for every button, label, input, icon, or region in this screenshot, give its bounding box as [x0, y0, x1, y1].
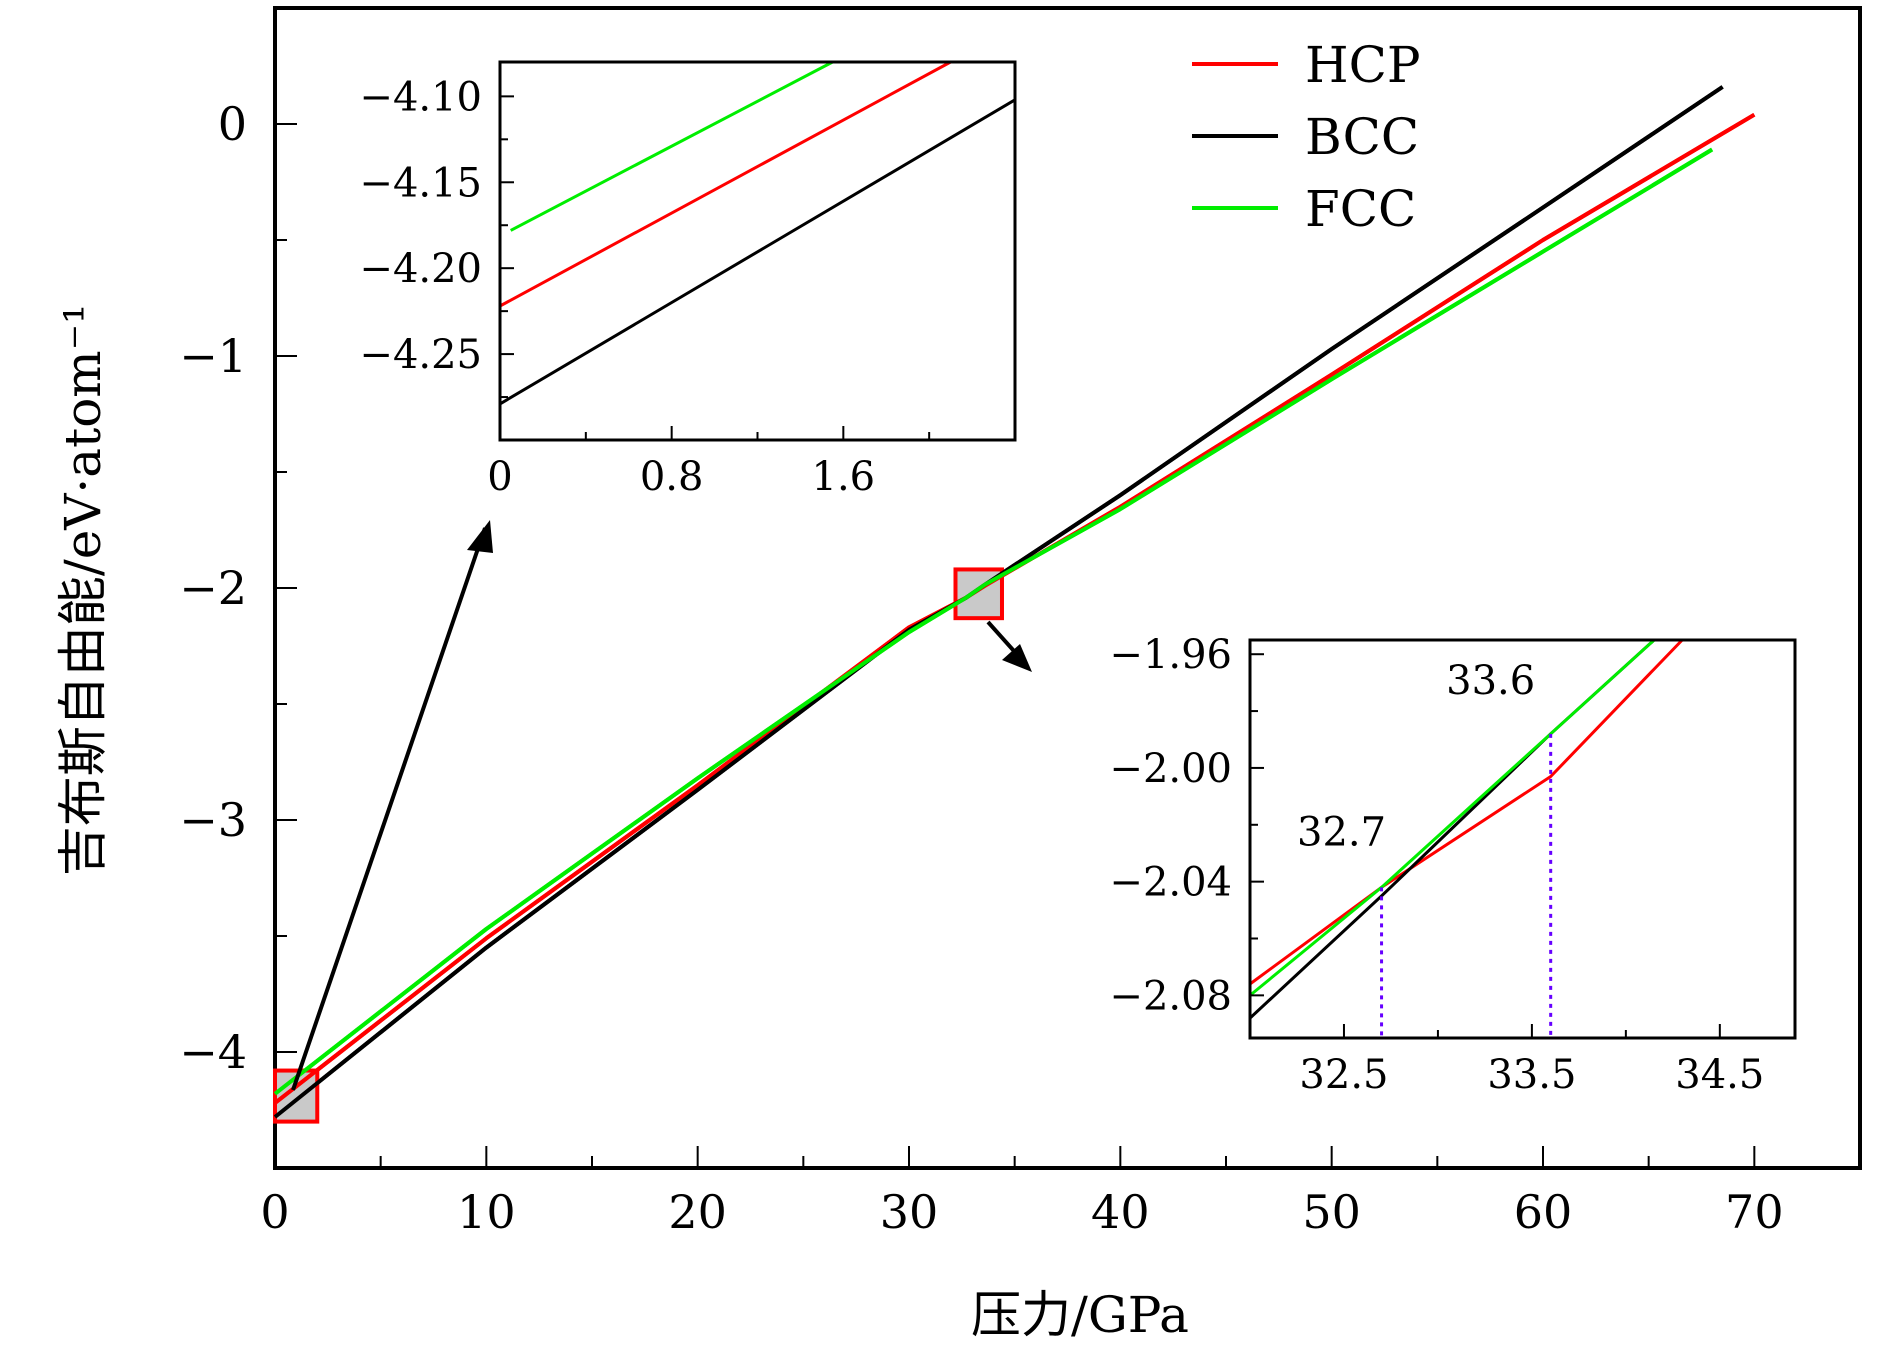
- main-y-tick-label: −3: [179, 793, 247, 847]
- main-y-tick-label: −2: [179, 561, 247, 615]
- main-series-fcc-overlay: [273, 147, 1714, 1096]
- inset-trans-y-tick-label: −2.08: [1109, 973, 1232, 1019]
- main-x-tick-label: 70: [1725, 1185, 1784, 1239]
- main-x-tick-label: 20: [668, 1185, 727, 1239]
- main-x-tick-label: 30: [880, 1185, 939, 1239]
- y-axis-label: 吉布斯自由能/eV·atom⁻¹: [54, 304, 112, 876]
- inset-low-y-tick-label: −4.25: [359, 332, 482, 378]
- inset-low-y-tick-label: −4.15: [359, 160, 482, 206]
- inset-trans-plot-area: [1250, 640, 1795, 1038]
- legend-label-hcp: HCP: [1305, 36, 1421, 94]
- inset-trans-x-tick-label: 32.5: [1299, 1052, 1388, 1098]
- legend: HCP BCC FCC: [1192, 36, 1421, 238]
- main-y-tick-label: −4: [179, 1025, 247, 1079]
- inset-low-series-fcc: [510, 60, 834, 232]
- main-x-tick-label: 0: [260, 1185, 289, 1239]
- inset-low-series-bcc: [499, 98, 1016, 406]
- inset-trans-y-tick-label: −2.04: [1109, 860, 1232, 906]
- main-y-tick-label: −1: [179, 329, 247, 383]
- inset-trans-y-tick-label: −2.00: [1109, 746, 1232, 792]
- inset-trans-series-hcp: [1249, 638, 1684, 986]
- inset-trans-series-fcc: [1249, 638, 1656, 997]
- inset-low-x-tick-label: 0.8: [640, 454, 704, 500]
- inset-trans-frame: [1248, 638, 1797, 1040]
- main-y-tick-label: 0: [218, 97, 247, 151]
- inset-low-x-tick-label: 0: [487, 454, 512, 500]
- inset-low-x-tick-label: 1.6: [812, 454, 876, 500]
- inset-trans-x-tick-label: 33.5: [1487, 1052, 1576, 1098]
- arrowhead-low-inset: [467, 520, 493, 553]
- main-x-tick-label: 40: [1091, 1185, 1150, 1239]
- inset-low-series-hcp: [499, 60, 952, 308]
- main-x-tick-label: 50: [1302, 1185, 1361, 1239]
- inset-low-y-tick-label: −4.20: [359, 246, 482, 292]
- transition-pressure-label: 33.6: [1446, 658, 1535, 704]
- main-x-tick-label: 60: [1514, 1185, 1573, 1239]
- arrowhead-transition-inset: [1002, 644, 1032, 672]
- transition-pressure-label: 32.7: [1297, 809, 1386, 855]
- arrow-to-low-inset: [291, 527, 487, 1091]
- inset-low-pressure: 0 0.8 1.6 −4.10 −4.15 −4.20 −4.25: [359, 60, 1017, 500]
- inset-trans-x-tick-label: 34.5: [1675, 1052, 1764, 1098]
- main-x-tick-label: 10: [457, 1185, 516, 1239]
- legend-label-fcc: FCC: [1305, 180, 1416, 238]
- inset-trans-y-tick-label: −1.96: [1109, 632, 1232, 678]
- inset-low-y-tick-label: −4.10: [359, 74, 482, 120]
- inset-transition: 32.5 33.5 34.5 −1.96 −2.00 −2.04 −2.08 32.7 33.6: [1109, 632, 1797, 1098]
- x-axis-label: 压力/GPa: [971, 1286, 1189, 1344]
- zoom-arrows: [291, 520, 1032, 1091]
- legend-label-bcc: BCC: [1305, 108, 1419, 166]
